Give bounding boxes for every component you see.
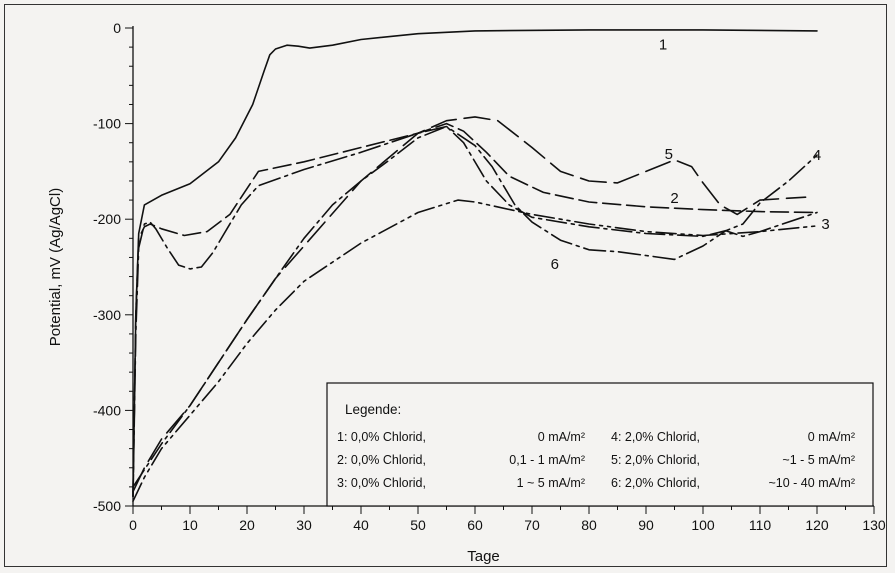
series-layer (132, 29, 818, 502)
legend-title: Legende: (345, 402, 401, 417)
series-labels: 1 2 3 4 5 6 (551, 36, 830, 273)
series-tag-5: 5 (665, 146, 673, 163)
series-tag-6: 6 (551, 256, 559, 273)
series-line-6 (132, 125, 818, 498)
y-tick-label: -100 (93, 116, 121, 132)
legend-box (326, 382, 874, 507)
series-line-5 (132, 116, 807, 493)
legend-entry-current: ~1 - 5 mA/m² (782, 453, 855, 467)
x-tick-label: 100 (691, 517, 715, 533)
potential-chart: 0 -100 -200 -300 -400 -500 0 10 20 30 40 50 60 70 80 90… (47, 20, 886, 565)
legend-entry-current: 0 mA/m² (808, 430, 855, 444)
legend-entry-current: 0 mA/m² (538, 430, 585, 444)
x-tick-label: 60 (467, 517, 483, 533)
y-tick-label: -300 (93, 307, 121, 323)
x-tick-label: 120 (805, 517, 829, 533)
chart-axes: 0 -100 -200 -300 -400 -500 0 10 20 30 40 50 60 70 80 90… (47, 20, 886, 565)
y-tick-label: -500 (93, 498, 121, 514)
series-line-1 (132, 29, 818, 498)
y-tick-label: 0 (113, 20, 121, 36)
legend-entry-current: ~10 - 40 mA/m² (769, 476, 856, 490)
x-tick-label: 0 (129, 517, 137, 533)
series-tag-2: 2 (670, 190, 678, 207)
x-axis-title: Tage (467, 548, 500, 565)
legend-entry-name: 5: 2,0% Chlorid, (611, 453, 700, 467)
x-tick-label: 40 (353, 517, 369, 533)
x-tick-label: 80 (581, 517, 597, 533)
y-axis-title: Potential, mV (Ag/AgCl) (47, 188, 64, 346)
x-tick-label: 70 (524, 517, 540, 533)
legend-entry-name: 2: 0,0% Chlorid, (337, 453, 426, 467)
x-tick-label: 130 (862, 517, 886, 533)
x-tick-label: 90 (638, 517, 654, 533)
x-tick-label: 50 (410, 517, 426, 533)
chart-frame: 0 -100 -200 -300 -400 -500 0 10 20 30 40 50 60 70 80 90… (4, 4, 887, 567)
series-line-2 (132, 122, 818, 498)
x-tick-label: 10 (182, 517, 198, 533)
legend-entry-name: 1: 0,0% Chlorid, (337, 430, 426, 444)
x-tick-label: 30 (296, 517, 312, 533)
legend-entry-current: 0,1 - 1 mA/m² (509, 453, 585, 467)
x-tick-label: 20 (239, 517, 255, 533)
y-tick-label: -400 (93, 402, 121, 418)
legend-entry-name: 6: 2,0% Chlorid, (611, 476, 700, 490)
series-tag-3: 3 (821, 216, 829, 233)
legend-entry-name: 4: 2,0% Chlorid, (611, 430, 700, 444)
series-tag-1: 1 (659, 36, 667, 53)
legend: Legende: 1: 0,0% Chlorid, 0 mA/m² 4: 2,0% C… (326, 382, 874, 507)
legend-entry-name: 3: 0,0% Chlorid, (337, 476, 426, 490)
series-line-3 (132, 199, 818, 502)
y-tick-label: -200 (93, 211, 121, 227)
legend-entry-current: 1 ~ 5 mA/m² (517, 476, 585, 490)
x-tick-label: 110 (749, 517, 772, 533)
series-tag-4: 4 (813, 147, 821, 164)
